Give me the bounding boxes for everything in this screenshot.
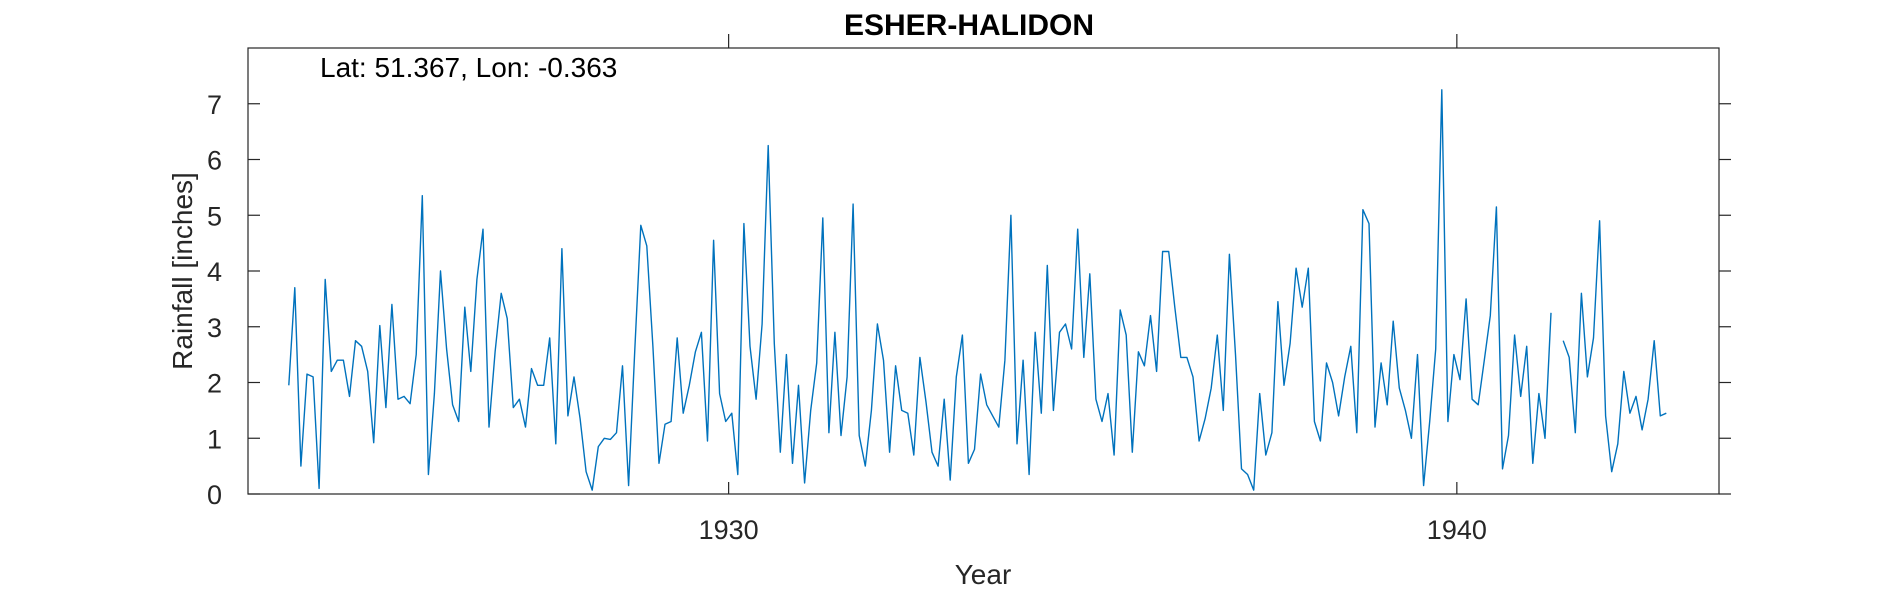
location-annotation: Lat: 51.367, Lon: -0.363 <box>320 52 617 83</box>
y-tick-label-5: 5 <box>207 201 222 231</box>
axis-tick-labels: 0 1 2 3 4 5 6 7 1930 1940 <box>207 90 1487 545</box>
rainfall-line-segment-1 <box>1562 220 1667 473</box>
plot-frame <box>247 47 1720 495</box>
x-tick-label-0: 1930 <box>699 515 759 545</box>
chart-title: ESHER-HALIDON <box>844 9 1094 42</box>
x-axis-label: Year <box>955 559 1012 590</box>
axis-ticks <box>248 34 1731 495</box>
y-tick-label-7: 7 <box>207 90 222 120</box>
y-tick-label-2: 2 <box>207 369 222 399</box>
y-tick-label-4: 4 <box>207 257 222 287</box>
y-tick-label-3: 3 <box>207 313 222 343</box>
y-tick-label-0: 0 <box>207 480 222 510</box>
rainfall-series <box>288 89 1667 491</box>
plot-area <box>247 47 1720 495</box>
y-axis-label: Rainfall [inches] <box>167 172 198 370</box>
y-tick-label-6: 6 <box>207 146 222 176</box>
y-tick-label-1: 1 <box>207 424 222 454</box>
rainfall-line-segment-0 <box>288 89 1552 491</box>
x-tick-label-1: 1940 <box>1427 515 1487 545</box>
